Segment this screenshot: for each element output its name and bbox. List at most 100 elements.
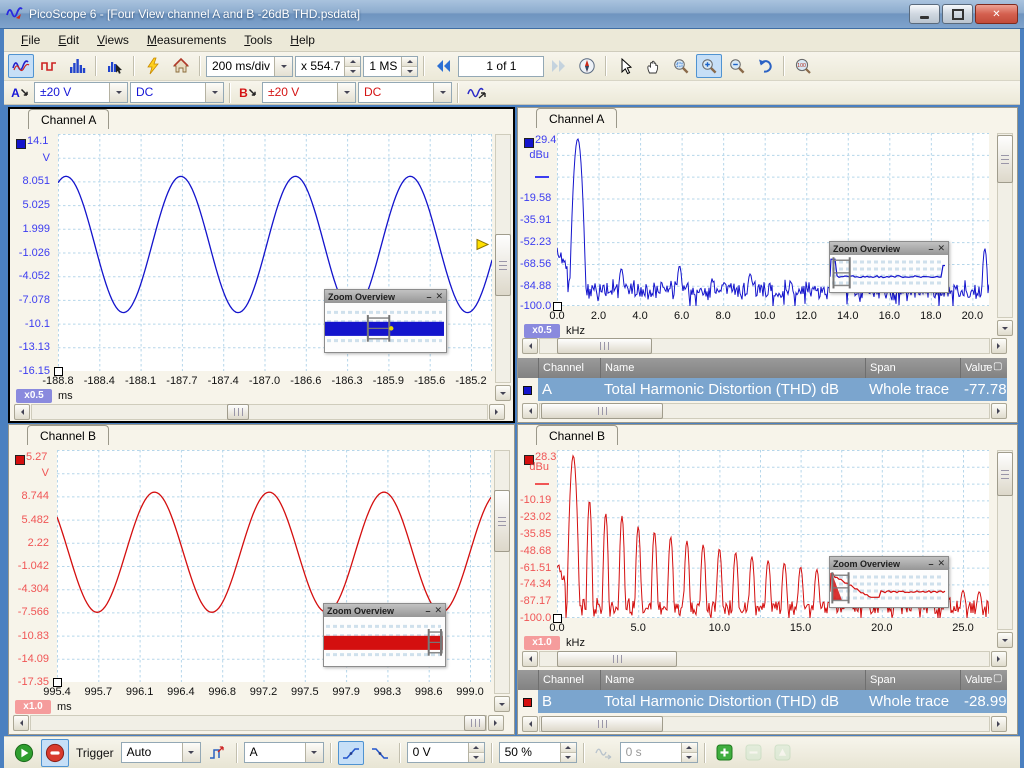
close-icon[interactable]: ✕	[435, 291, 443, 302]
zoom-100-button[interactable]: 100	[790, 54, 816, 78]
samples-spinner[interactable]: 1 MS	[363, 56, 418, 77]
spin-up-icon[interactable]	[345, 57, 360, 66]
vscrollbar-thumb[interactable]	[495, 234, 511, 296]
signal-generator-button[interactable]	[464, 81, 490, 105]
zoom-overview-preview[interactable]	[325, 303, 444, 350]
channel-a-options-button[interactable]: A	[8, 81, 32, 105]
table-hscrollbar-right-button[interactable]	[991, 403, 1007, 419]
zoom-overview-window[interactable]: Zoom Overview–✕	[829, 556, 949, 608]
zoom-in-button[interactable]	[696, 54, 722, 78]
vscrollbar-track[interactable]	[494, 450, 510, 694]
zoom-out-button[interactable]	[724, 54, 750, 78]
menu-tools[interactable]: Tools	[235, 31, 281, 49]
zoom-overview-titlebar[interactable]: Zoom Overview–✕	[830, 242, 948, 255]
minimize-button[interactable]	[909, 4, 940, 24]
hscrollbar-left-button[interactable]	[522, 338, 538, 354]
spin-up-icon[interactable]	[469, 743, 484, 752]
hscrollbar-thumb[interactable]	[227, 404, 249, 420]
spin-up-icon[interactable]	[561, 743, 576, 752]
vscrollbar-down-button[interactable]	[494, 696, 510, 712]
zoom-overview-titlebar[interactable]: Zoom Overview–✕	[830, 557, 948, 570]
view-tab-scope-a[interactable]: Channel A	[28, 109, 109, 129]
trigger-marker-icon[interactable]	[477, 239, 488, 249]
zoom-marquee-button[interactable]	[668, 54, 694, 78]
channel-a-coupling-select[interactable]: DC	[130, 82, 224, 103]
hscrollbar-right-button[interactable]	[991, 651, 1007, 667]
column-header-span[interactable]: Span	[865, 670, 960, 690]
column-header-name[interactable]: Name	[600, 670, 865, 690]
minimize-icon[interactable]: –	[425, 606, 430, 616]
spin-down-icon[interactable]	[469, 752, 484, 762]
measurement-row[interactable]: BTotal Harmonic Distortion (THD) dBWhole…	[518, 690, 1007, 713]
buffer-navigator-button[interactable]	[574, 54, 600, 78]
spin-up-icon[interactable]	[402, 57, 417, 66]
chevron-down-icon[interactable]	[182, 743, 200, 762]
home-button[interactable]	[168, 54, 194, 78]
trigger-delay-button[interactable]	[591, 741, 617, 765]
view-tab-spec-a[interactable]: Channel A	[536, 108, 617, 128]
minimize-icon[interactable]: –	[928, 244, 933, 254]
close-icon[interactable]: ✕	[434, 605, 442, 616]
zoom-overview-window[interactable]: Zoom Overview–✕	[829, 241, 949, 293]
column-header-channel[interactable]: Channel	[538, 670, 600, 690]
table-hscrollbar-thumb[interactable]	[541, 716, 663, 732]
trigger-hysteresis-spinner[interactable]: 50 %	[499, 742, 577, 763]
hscrollbar-thumb[interactable]	[557, 338, 652, 354]
auto-setup-button[interactable]	[140, 54, 166, 78]
trigger-delay-spinner[interactable]: 0 s	[620, 742, 698, 763]
table-hscrollbar-left-button[interactable]	[522, 403, 538, 419]
close-button[interactable]: ✕	[975, 4, 1018, 24]
vscrollbar-down-button[interactable]	[997, 632, 1013, 648]
chevron-down-icon[interactable]	[274, 57, 292, 76]
channel-b-coupling-select[interactable]: DC	[358, 82, 452, 103]
channel-a-range-select[interactable]: ±20 V	[34, 82, 128, 103]
vscrollbar-thumb[interactable]	[997, 135, 1013, 183]
zoom-overview-window[interactable]: Zoom Overview–✕	[324, 289, 447, 353]
column-header-span[interactable]: Span	[865, 358, 960, 378]
minimize-icon[interactable]: –	[928, 559, 933, 569]
hscrollbar-left-button[interactable]	[522, 651, 538, 667]
hscrollbar-track[interactable]	[31, 404, 488, 420]
table-hscrollbar-thumb[interactable]	[541, 403, 663, 419]
hscrollbar-thumb[interactable]	[464, 715, 486, 731]
menu-measurements[interactable]: Measurements	[138, 31, 235, 49]
chevron-down-icon[interactable]	[337, 83, 355, 102]
hscrollbar-right-button[interactable]	[991, 338, 1007, 354]
minimize-icon[interactable]: –	[426, 292, 431, 302]
zoom-overview-titlebar[interactable]: Zoom Overview–✕	[325, 290, 446, 303]
stop-capture-button[interactable]	[41, 739, 69, 767]
persistence-mode-button[interactable]	[102, 54, 128, 78]
hscrollbar-left-button[interactable]	[13, 715, 29, 731]
square-wave-view-button[interactable]	[36, 54, 62, 78]
remove-measurement-button[interactable]	[741, 741, 767, 765]
trigger-mode-select[interactable]: Auto	[121, 742, 201, 763]
menu-views[interactable]: Views	[88, 31, 138, 49]
zoom-overview-preview[interactable]	[830, 570, 946, 605]
zoom-factor-spinner[interactable]: x 554.7	[295, 56, 361, 77]
falling-edge-button[interactable]	[367, 741, 393, 765]
restore-pane-icon[interactable]: ▢	[993, 361, 1002, 373]
advanced-trigger-button[interactable]	[204, 741, 230, 765]
menu-edit[interactable]: Edit	[49, 31, 88, 49]
restore-button[interactable]	[942, 4, 973, 24]
sort-icon[interactable]: −	[983, 673, 989, 685]
timebase-select[interactable]: 200 ms/div	[206, 56, 293, 77]
buffer-index-field[interactable]: 1 of 1	[458, 56, 544, 77]
edit-measurement-button[interactable]	[770, 741, 796, 765]
chevron-down-icon[interactable]	[109, 83, 127, 102]
table-hscrollbar-left-button[interactable]	[522, 716, 538, 732]
column-header-name[interactable]: Name	[600, 358, 865, 378]
next-buffer-button[interactable]	[546, 54, 572, 78]
view-tab-scope-b[interactable]: Channel B	[27, 425, 109, 445]
menu-file[interactable]: File	[12, 31, 49, 49]
rising-edge-button[interactable]	[338, 741, 364, 765]
chevron-down-icon[interactable]	[305, 743, 323, 762]
vscrollbar-thumb[interactable]	[494, 490, 510, 552]
vscrollbar-down-button[interactable]	[495, 385, 511, 401]
zoom-overview-window[interactable]: Zoom Overview–✕	[323, 603, 446, 667]
menu-help[interactable]: Help	[281, 31, 324, 49]
close-icon[interactable]: ✕	[937, 558, 945, 569]
channel-b-range-select[interactable]: ±20 V	[262, 82, 356, 103]
start-capture-button[interactable]	[10, 739, 38, 767]
zoom-overview-titlebar[interactable]: Zoom Overview–✕	[324, 604, 445, 617]
